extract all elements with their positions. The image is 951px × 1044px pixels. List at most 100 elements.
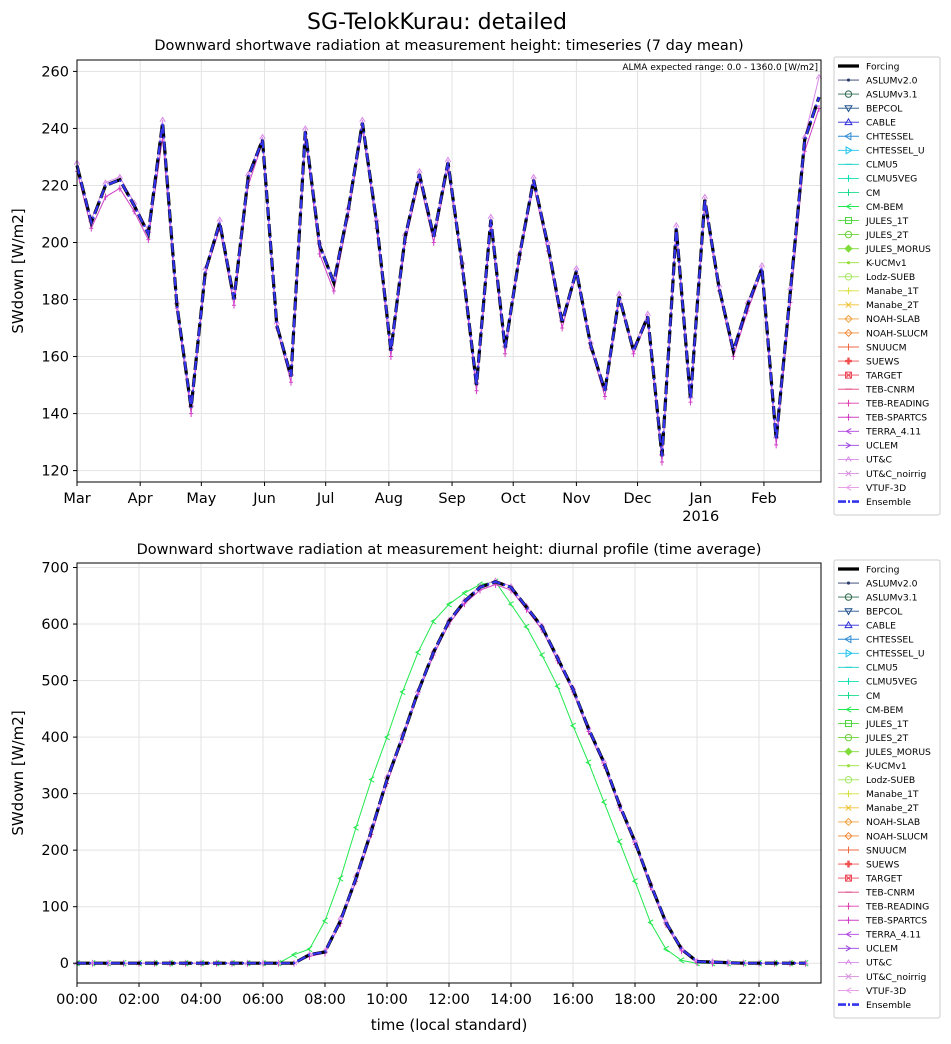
point-ut-c <box>758 261 766 268</box>
point-cm-bem <box>678 957 685 964</box>
legend-marker-jules-morus <box>844 244 853 253</box>
legend-label-snuucm: SNUUCM <box>866 845 907 856</box>
legend-label-uclem: UCLEM <box>866 441 898 452</box>
point-ut-c <box>530 173 537 180</box>
legend-marker-clmu5veg <box>846 175 851 182</box>
legend-marker-manabe-2t <box>845 804 852 811</box>
diurnal-y-axis: 0 100 200 300 400 500 600 700 <box>41 561 77 972</box>
legend-label-ut-c-noirrig: UT&C_noirrig <box>866 469 926 480</box>
y-tick-label: 200 <box>41 843 69 859</box>
y-tick-label: 600 <box>41 617 69 633</box>
point-ut-c <box>487 213 494 220</box>
x-tick-label: 20:00 <box>676 992 718 1008</box>
x-tick-label: Apr <box>128 491 153 507</box>
legend-label-teb-spartcs: TEB-SPARTCS <box>865 916 927 927</box>
legend-label-ensemble: Ensemble <box>866 1000 911 1011</box>
legend-label-ut-c: UT&C <box>866 455 892 466</box>
legend-label-clmu5: CLMU5 <box>866 160 898 171</box>
legend-label-suews: SUEWS <box>866 859 899 870</box>
legend-marker-teb-spartcs <box>846 413 851 421</box>
legend-marker-jules-2t <box>844 230 853 239</box>
legend-label-teb-cnrm: TEB-CNRM <box>865 384 915 395</box>
legend-label-k-ucmv1: K-UCMv1 <box>866 258 907 269</box>
point-cm-bem <box>523 623 530 631</box>
legend-marker-cm <box>846 692 851 699</box>
legend-marker-target <box>845 874 852 882</box>
legend-label-target: TARGET <box>865 370 902 381</box>
legend-label-jules-morus: JULES_MORUS <box>865 244 931 255</box>
point-teb-spartcs <box>103 193 108 201</box>
legend-marker-noah-slucm <box>844 328 853 338</box>
point-teb-spartcs <box>774 441 779 449</box>
point-cm-bem <box>290 951 297 958</box>
legend-marker-chtessel-u <box>845 146 853 155</box>
y-tick-label: 200 <box>41 235 69 251</box>
timeseries-y-axis: 120 140 160 180 200 220 240 260 <box>41 64 77 480</box>
legend-label-snuucm: SNUUCM <box>866 342 907 353</box>
legend-marker-chtessel <box>844 131 852 141</box>
legend-marker-ut-c-noirrig <box>845 973 852 980</box>
point-cm-bem <box>647 919 654 926</box>
legend-marker-cm <box>846 189 851 196</box>
point-ut-c <box>259 133 266 140</box>
legend-label-target: TARGET <box>865 873 902 884</box>
point-ut-c <box>337 914 344 921</box>
x-tick-label: 16:00 <box>552 992 594 1008</box>
legend-label-manabe-1t: Manabe_1T <box>866 286 919 297</box>
legend-label-clmu5veg: CLMU5VEG <box>866 677 917 688</box>
legend-marker-ut-c <box>845 456 852 462</box>
y-tick-label: 400 <box>41 730 69 746</box>
x-tick-label: Jul <box>316 491 335 507</box>
point-teb-spartcs <box>631 350 636 358</box>
point-cm-bem <box>445 601 452 608</box>
legend-label-noah-slab: NOAH-SLAB <box>866 314 920 325</box>
x-tick-label: 02:00 <box>118 992 160 1008</box>
x-tick-label: 22:00 <box>738 992 780 1008</box>
point-teb-spartcs <box>117 184 122 192</box>
series-ensemble <box>77 580 806 965</box>
legend-label-cm-bem: CM-BEM <box>866 202 903 213</box>
legend-marker-bepcol <box>844 105 853 113</box>
legend-marker-chtessel <box>844 634 852 644</box>
legend-label-cable: CABLE <box>866 621 896 632</box>
legend-marker-teb-reading <box>846 902 851 910</box>
timeseries-title: Downward shortwave radiation at measurem… <box>154 38 743 54</box>
legend-label-chtessel: CHTESSEL <box>866 635 914 646</box>
x-tick-label: Feb <box>751 491 777 507</box>
legend-label-cm: CM <box>866 691 880 702</box>
legend-label-forcing: Forcing <box>866 564 899 575</box>
point-teb-spartcs <box>560 324 565 332</box>
point-teb-spartcs <box>602 393 607 400</box>
x-tick-label: 08:00 <box>304 992 346 1008</box>
point-cm-bem <box>538 651 545 659</box>
legend-label-aslumv3-1: ASLUMv3.1 <box>866 89 917 100</box>
legend-marker-noah-slab <box>844 314 853 324</box>
legend-label-chtessel: CHTESSEL <box>866 132 914 143</box>
series-line-ensemble <box>75 96 821 457</box>
legend-marker-cable <box>844 620 853 629</box>
y-tick-label: 220 <box>41 178 69 194</box>
legend-label-teb-spartcs: TEB-SPARTCS <box>865 413 927 424</box>
point-ut-c <box>662 918 670 924</box>
point-teb-spartcs <box>474 387 479 395</box>
point-cm-bem <box>414 649 421 656</box>
legend-marker-noah-slab <box>844 817 853 827</box>
legend-marker-chtessel-u <box>845 649 853 658</box>
x-tick-label: 04:00 <box>180 992 222 1008</box>
legend-marker-jules-morus <box>844 747 853 756</box>
point-ut-c <box>245 170 252 177</box>
legend-label-ensemble: Ensemble <box>866 497 911 508</box>
point-teb-spartcs <box>317 250 322 258</box>
point-cm-bem <box>368 776 375 783</box>
legend-marker-noah-slucm <box>844 831 853 841</box>
point-cm-bem <box>585 759 592 766</box>
point-ut-c <box>573 264 580 271</box>
point-cm-bem <box>600 798 607 806</box>
y-tick-label: 160 <box>41 350 69 366</box>
point-teb-spartcs <box>503 350 508 358</box>
legend-label-chtessel-u: CHTESSEL_U <box>866 146 925 157</box>
diurnal-title: Downward shortwave radiation at measurem… <box>137 542 762 558</box>
legend-label-noah-slucm: NOAH-SLUCM <box>866 328 928 339</box>
y-tick-label: 120 <box>41 464 69 480</box>
